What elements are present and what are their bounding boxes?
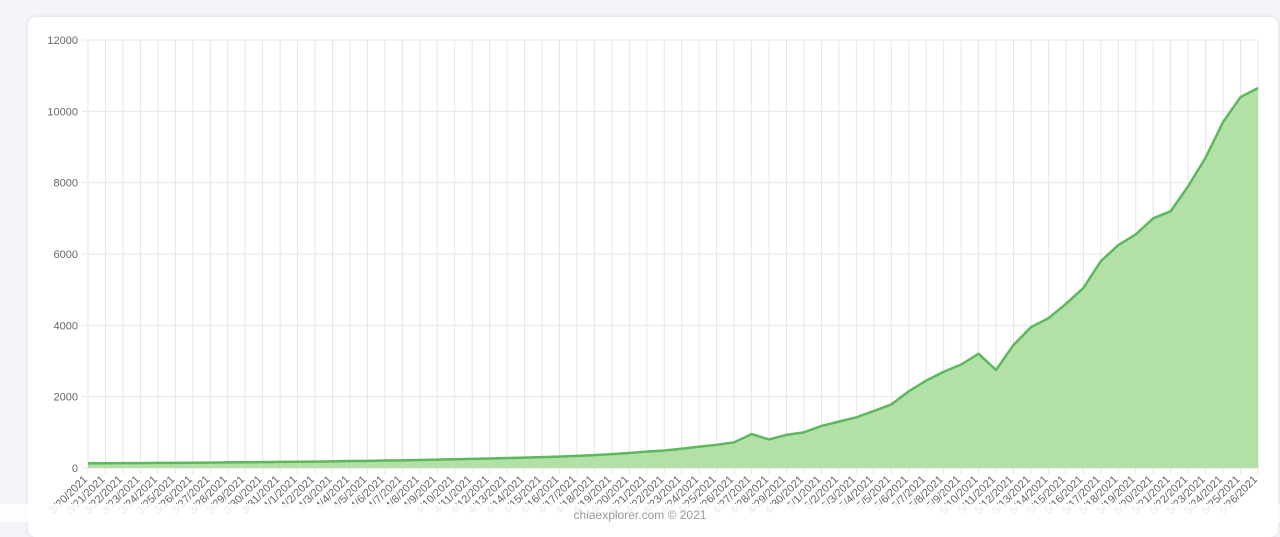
y-tick-label: 12000 xyxy=(47,35,78,47)
footer: chiaexplorer.com © 2021 xyxy=(0,504,1280,522)
page: 0 2000 4000 6000 8000 10000 12000 3/20/2021 3/21… xyxy=(0,17,1280,537)
y-tick-label: 2000 xyxy=(54,392,78,404)
y-tick-label: 10000 xyxy=(47,106,78,118)
chart: 0200040006000800010000120003/20/20213/21… xyxy=(47,35,1260,517)
y-tick-label: 6000 xyxy=(54,249,78,261)
area-fill xyxy=(88,88,1258,469)
y-tick-label: 8000 xyxy=(54,178,78,190)
area-line xyxy=(87,87,1259,465)
y-tick-label: 4000 xyxy=(54,320,78,332)
y-tick-label: 0 xyxy=(72,463,78,475)
